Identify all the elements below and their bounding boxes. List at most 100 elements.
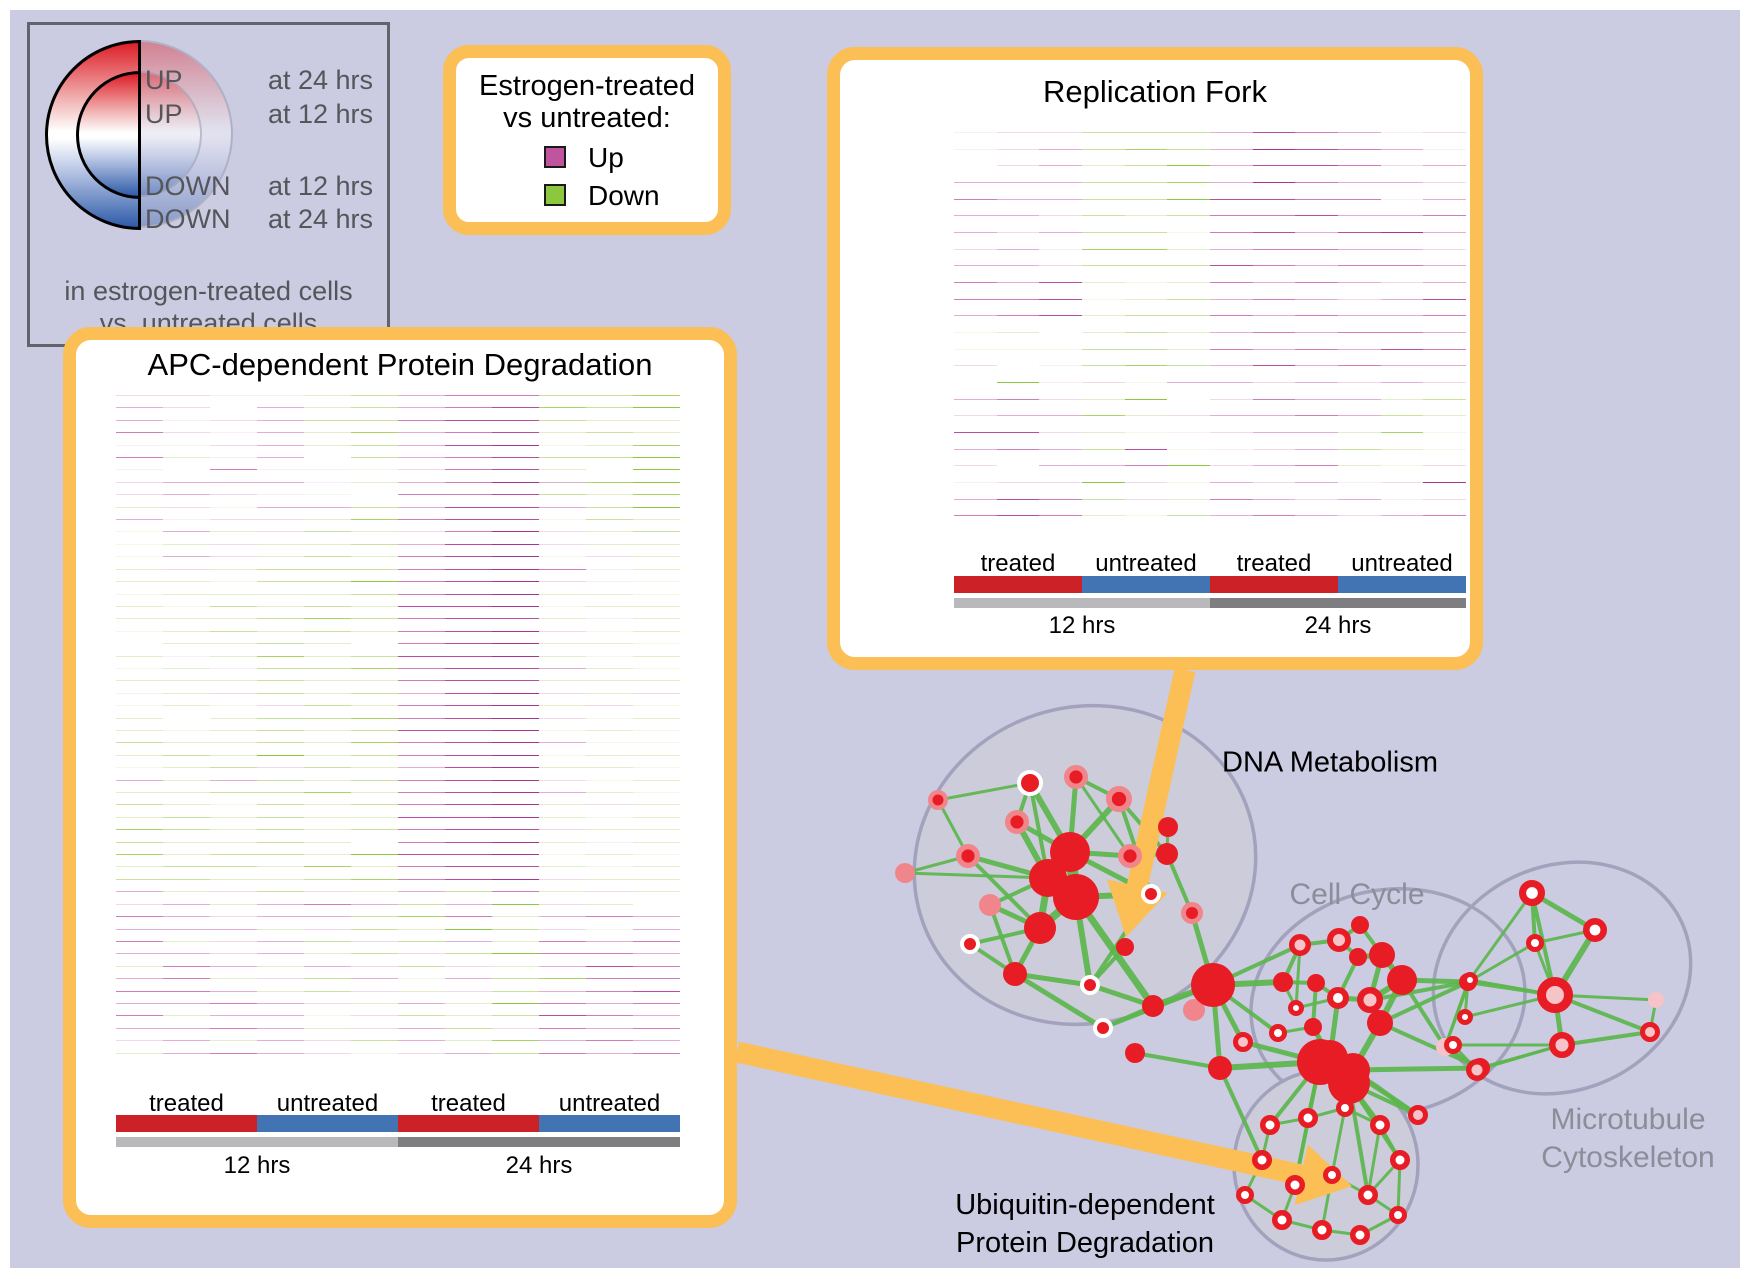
hrs24-bar [1210,598,1466,608]
heatmap-cell [954,515,997,517]
untreated-bar [1338,576,1466,593]
heatmap-cell [1423,181,1466,183]
heatmap-cell [1124,198,1168,200]
heatmap-cell [1423,132,1466,133]
treated-bar [1210,576,1338,593]
heatmap-cell [1380,381,1424,383]
heatmap-row [954,265,1466,267]
heatmap-cell [1252,215,1296,217]
heatmap-cell [1295,298,1338,300]
heatmap-cell [1039,448,1082,450]
time-label: 24 hrs [505,1152,573,1179]
heatmap-row [954,248,1466,250]
network-edge [1330,1106,1347,1177]
heatmap-cell [1338,415,1381,417]
heatmap-cell [996,215,1040,217]
heatmap-row [954,498,1466,500]
heatmap-row [954,231,1466,233]
heatmap-cell [1167,398,1210,400]
heatmap-cell [1210,181,1253,183]
heatmap-cell [1338,198,1381,200]
heatmap-cell [1338,515,1381,517]
network-node [928,790,948,810]
network-node [1390,1150,1410,1170]
heatmap-cell [1167,515,1210,517]
network-node [1003,962,1027,986]
heatmap-cell [1380,198,1424,200]
time-label: 24 hrs [1304,612,1372,639]
rep-group-labels: treated untreated treated untreated [954,550,1466,578]
network-node [1269,1024,1287,1042]
heatmap-cell [1295,448,1338,450]
cluster-label-line: Microtubule [1550,1103,1706,1136]
heatmap-cell [1423,198,1466,200]
network-node [1180,901,1203,924]
network-node [1526,934,1544,952]
heatmap-cell [996,281,1040,283]
network-node [1233,1032,1253,1052]
untreated-bar [257,1115,398,1132]
heatmap-cell [1210,265,1253,267]
heatmap-cell [1167,365,1210,367]
replication-fork-heatmap [954,132,1466,532]
heatmap-cell [954,165,997,167]
heatmap-cell [1124,215,1168,217]
network-node [1053,874,1099,920]
heatmap-cell [1039,481,1082,483]
time-label: 12 hrs [223,1152,291,1179]
network-node [1327,987,1350,1010]
network-edge [1087,982,1156,1009]
network-node [1640,1022,1660,1042]
cluster-label-line: Cytoskeleton [1541,1141,1715,1174]
heatmap-cell [1039,398,1082,400]
heatmap-cell [1210,448,1253,450]
heatmap-cell [1124,231,1168,233]
network-node [1444,1036,1462,1054]
heatmap-cell [1380,431,1424,433]
heatmap-cell [1210,515,1253,517]
legend-direction: DOWN [145,204,231,234]
heatmap-cell [1295,515,1338,517]
heatmap-cell [1039,215,1082,217]
heatmap-cell [954,448,997,450]
legend-time: at 12 hrs [267,171,373,201]
heatmap-cell [1338,498,1381,500]
legend-item-up: Up [456,142,718,173]
heatmap-cell [1295,348,1338,350]
heatmap-cell [1423,448,1466,450]
heatmap-cell [1082,515,1125,517]
heatmap-cell [1039,415,1082,417]
panel-title: APC-dependent Protein Degradation [147,347,653,382]
heatmap-cell [996,498,1040,500]
heatmap-cell [1124,448,1168,450]
heatmap-cell [1082,132,1125,133]
network-node [1387,965,1417,995]
heatmap-cell [1295,265,1338,267]
heatmap-cell [1423,281,1466,283]
heatmap-cell [954,381,997,383]
group-label: treated [149,1090,224,1117]
network-node [895,863,915,883]
heatmap-cell [1210,165,1253,167]
heatmap-cell [1295,248,1338,250]
direction-legend-title-line2: vs untreated: [503,102,671,134]
heatmap-cell [1423,481,1466,483]
heatmap-cell [1167,481,1210,483]
heatmap-row [954,298,1466,300]
heatmap-cell [1423,165,1466,167]
network-edge [1368,980,1470,1002]
heatmap-cell [996,132,1040,133]
network-edge [1466,891,1534,984]
heatmap-cell [954,181,997,183]
heatmap-cell [1210,298,1253,300]
heatmap-cell [1338,381,1381,383]
network-node [960,934,980,954]
heatmap-cell [1295,132,1338,133]
heatmap-cell [1124,415,1168,417]
heatmap-cell [1124,365,1168,367]
heatmap-cell [996,365,1040,367]
heatmap-cell [1380,181,1424,183]
heatmap-cell [1124,381,1168,383]
heatmap-cell [1423,398,1466,400]
